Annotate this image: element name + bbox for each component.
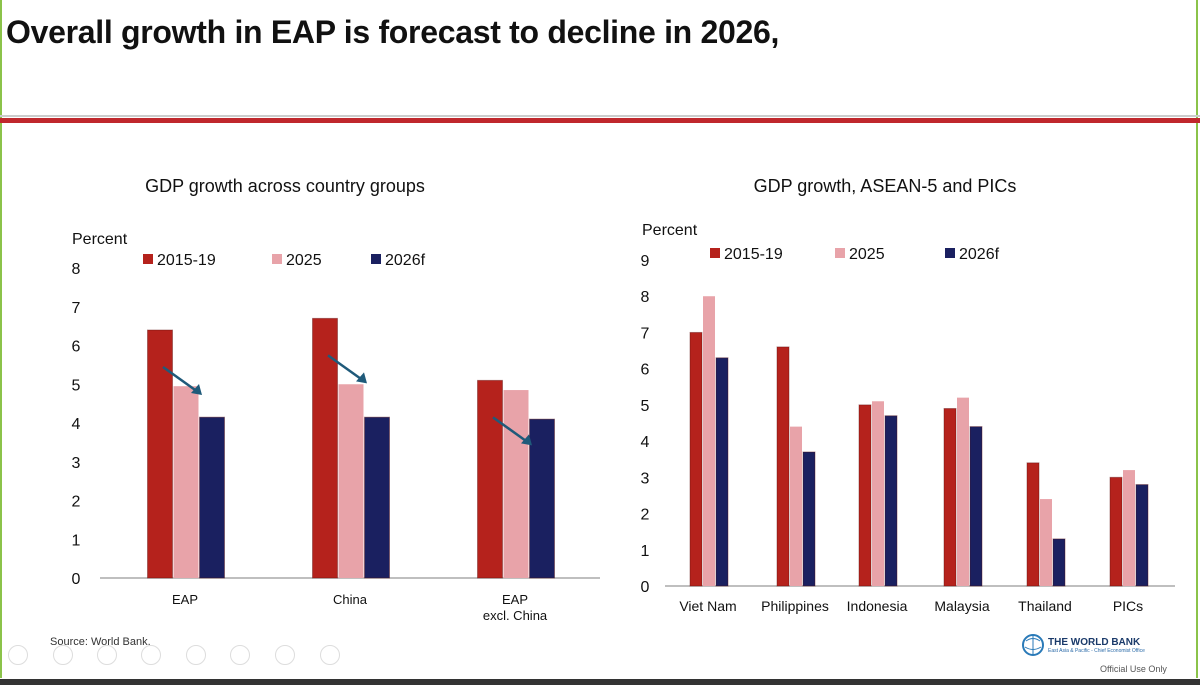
bar-2025-philippines [790,426,802,586]
bar-2015-19-thailand [1026,462,1040,587]
forward-control-icon[interactable] [53,645,73,665]
y-tick-label: 6 [72,339,81,356]
bar-2025-malaysia [957,397,969,586]
legend-label: 2025 [286,252,322,269]
y-tick-label: 2 [72,494,81,511]
bar-2015-19-viet-nam [689,331,703,587]
pen-control-icon[interactable] [97,645,117,665]
x-tick-label: Viet Nam [679,598,736,614]
x-tick-label: Indonesia [847,598,908,614]
trend-arrow-icon [492,416,529,444]
bar-2025-eap-excl-china [503,390,529,578]
bar-2015-19-eap-excl-china [477,379,503,579]
slide-title: Overall growth in EAP is forecast to dec… [6,14,780,50]
y-tick-label: 6 [641,362,650,379]
globe-icon [1022,634,1044,656]
bar-2025-china [338,384,364,578]
bar-2025-thailand [1040,499,1052,586]
trend-arrow-icon [162,365,199,394]
legend-swatch [710,248,720,258]
back-control-icon[interactable] [8,645,28,665]
x-tick-label: Philippines [761,598,829,614]
camera-control-icon[interactable] [275,645,295,665]
y-tick-label: 0 [641,579,650,596]
bar-2015-19-china [312,317,338,579]
legend-swatch [945,248,955,258]
divider [0,115,1200,117]
y-axis-label: Percent [642,222,698,239]
bar-2015-19-philippines [776,346,790,587]
bar-2026f-indonesia [884,415,898,587]
x-tick-label: China [333,592,368,607]
x-tick-label: EAP [502,592,528,607]
legend-swatch [835,248,845,258]
bottom-bar [0,679,1200,685]
y-tick-label: 0 [72,571,81,588]
legend-label: 2026f [385,252,426,269]
x-tick-label: PICs [1113,598,1143,614]
y-tick-label: 5 [72,377,81,394]
y-tick-label: 1 [72,532,81,549]
y-tick-label: 8 [641,289,650,306]
bar-2015-19-indonesia [858,404,872,587]
arrow-head-icon [191,384,202,395]
x-tick-label: excl. China [483,608,548,623]
legend-swatch [143,254,153,264]
bar-2026f-viet-nam [715,357,729,587]
world-bank-logo: THE WORLD BANK East Asia & Pacific - Chie… [1022,632,1145,658]
y-tick-label: 7 [72,300,81,317]
bar-2015-19-eap [147,329,173,579]
y-axis-label: Percent [72,231,128,248]
y-tick-label: 2 [641,507,650,524]
y-tick-label: 4 [72,416,81,433]
y-tick-label: 5 [641,398,650,415]
bar-2026f-thailand [1052,538,1066,587]
logo-subtext: East Asia & Pacific - Chief Economist Of… [1048,647,1145,654]
bar-2026f-eap-excl-china [529,418,555,579]
subtitles-control-icon[interactable] [230,645,250,665]
y-tick-label: 7 [641,325,650,342]
bar-2026f-eap [199,416,225,579]
legend-label: 2015-19 [157,252,216,269]
bar-2015-19-malaysia [943,408,957,587]
bar-2026f-malaysia [969,426,983,587]
chart-title: GDP growth across country groups [145,176,425,196]
arrow-head-icon [521,434,532,446]
trend-arrow-icon [327,354,364,382]
bar-2026f-pics [1135,484,1149,587]
logo-name: THE WORLD BANK [1048,636,1141,648]
chart-title: GDP growth, ASEAN-5 and PICs [754,176,1017,196]
legend-label: 2025 [849,246,885,263]
slides-control-icon[interactable] [141,645,161,665]
classification-label: Official Use Only [1100,664,1167,674]
bar-2025-indonesia [872,401,884,586]
x-tick-label: Thailand [1018,598,1072,614]
zoom-control-icon[interactable] [186,645,206,665]
more-control-icon[interactable] [320,645,340,665]
bar-2026f-philippines [802,451,816,587]
source-note: Source: World Bank. [50,636,151,648]
y-tick-label: 1 [641,543,650,560]
legend-swatch [272,254,282,264]
y-tick-label: 3 [641,470,650,487]
bar-2025-viet-nam [703,296,715,586]
bar-2025-pics [1123,470,1135,586]
legend-label: 2015-19 [724,246,783,263]
bar-2015-19-pics [1109,476,1123,587]
y-tick-label: 8 [72,261,81,278]
bar-2026f-china [364,416,390,579]
y-tick-label: 3 [72,455,81,472]
legend-swatch [371,254,381,264]
x-tick-label: EAP [172,592,198,607]
accent-divider [0,118,1200,123]
bar-2025-eap [173,386,199,578]
y-tick-label: 4 [641,434,650,451]
x-tick-label: Malaysia [934,598,989,614]
y-tick-label: 9 [641,253,650,270]
arrow-head-icon [356,372,367,384]
legend-label: 2026f [959,246,1000,263]
